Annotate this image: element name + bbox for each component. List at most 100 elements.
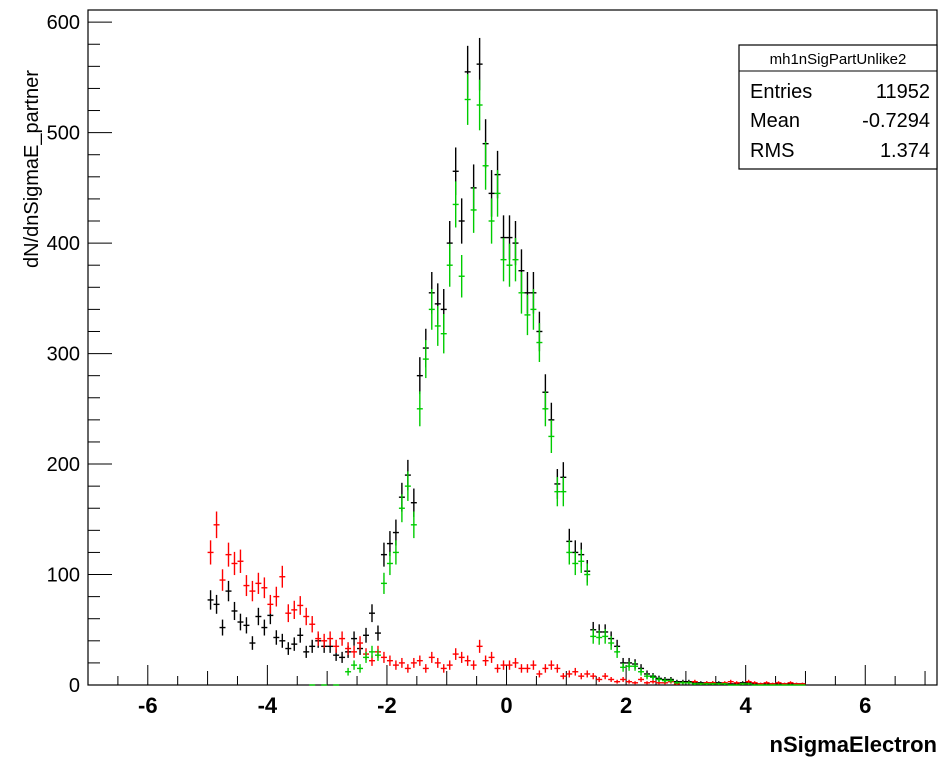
data-point [667,678,674,683]
series-2 [309,74,806,686]
data-point [638,667,645,676]
data-point [434,657,441,668]
data-point [279,633,286,648]
data-point [530,660,537,670]
data-point [590,629,597,644]
x-tick-label: -4 [258,693,278,718]
stats-mean-value: -0.7294 [862,110,930,132]
data-point [404,664,411,673]
stats-rms-value: 1.374 [880,140,930,162]
data-point [763,681,770,685]
data-point [661,678,668,683]
data-point [506,243,513,287]
data-point [273,586,280,607]
data-point [351,660,358,670]
data-point [512,237,519,282]
data-point [422,664,429,673]
data-point [327,631,334,646]
data-point [685,681,692,685]
data-point [620,662,627,672]
data-point [434,306,441,346]
data-point [398,657,405,668]
data-point [572,667,579,676]
data-point [392,540,399,565]
data-point [650,679,656,684]
data-point [458,254,465,298]
data-point [243,617,250,634]
data-point [733,681,740,685]
data-point [440,664,447,673]
data-point [297,627,304,643]
stats-rms-label: RMS [750,140,794,162]
data-point [249,636,256,650]
data-point [357,664,364,673]
data-points [207,37,806,686]
data-point [207,540,214,565]
data-point [554,477,561,507]
data-point [351,645,358,658]
stats-entries-label: Entries [750,81,812,103]
data-point [620,677,627,682]
stats-entries-value: 11952 [876,81,930,103]
data-point [614,679,621,684]
data-point [225,580,232,602]
data-point [506,660,513,670]
stats-box-frame [738,44,938,170]
data-point [255,607,262,626]
data-point [446,660,453,670]
data-point [428,651,435,663]
data-point [303,645,310,658]
data-point [380,572,387,594]
data-point [727,679,734,684]
data-point [416,391,423,427]
data-point [339,631,346,646]
data-point [691,682,698,685]
data-point [410,657,417,668]
y-axis-label: dN/dnSigmaE_partner [21,70,43,268]
data-point [219,569,226,591]
data-point [518,664,525,673]
data-point [285,642,292,655]
data-point [363,651,370,663]
data-point [315,631,322,646]
data-point [494,664,501,673]
data-point [416,655,423,666]
data-point [500,237,507,282]
data-point [584,563,591,586]
data-point [470,660,477,670]
data-point [602,673,609,680]
data-point [602,629,609,644]
data-point [351,631,358,646]
data-point [644,681,651,685]
data-point [237,549,244,573]
data-point [560,477,567,507]
data-point [626,661,633,671]
data-point [488,198,495,244]
data-point [297,596,304,615]
data-point [632,661,639,671]
data-point [775,681,782,685]
data-point [267,594,274,614]
data-point [476,639,483,653]
data-point [542,664,549,673]
data-point [548,660,555,670]
data-point [261,577,268,599]
data-point [655,677,662,682]
data-point [500,660,507,670]
y-tick-label: 400 [47,233,80,255]
y-tick-label: 200 [47,454,80,476]
stats-mean-label: Mean [750,110,800,132]
data-point [279,565,286,588]
data-point [386,655,393,666]
data-point [476,79,483,131]
data-point [536,670,543,678]
series-1 [207,511,806,685]
data-point [446,243,453,287]
data-point [422,340,429,379]
data-point [548,419,555,454]
data-point [303,607,310,626]
data-point [231,601,238,621]
data-point [488,651,495,663]
data-point [650,674,656,681]
data-point [213,594,220,614]
